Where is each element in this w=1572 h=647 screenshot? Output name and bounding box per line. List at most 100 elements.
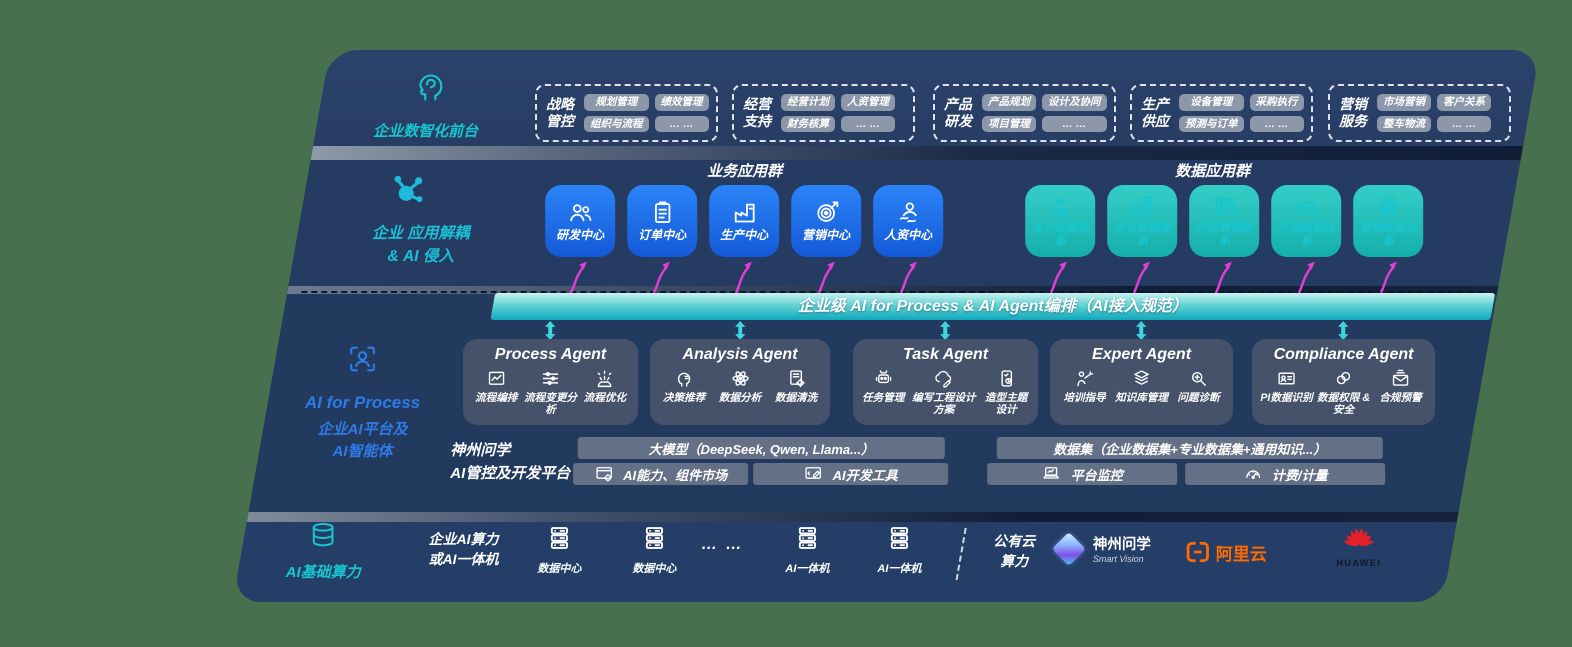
agent-item-label: 培训指导 [1063,392,1106,404]
tag: 设计及协同 [1042,94,1107,111]
id-card-icon [1276,368,1297,389]
node-label: AI一体机 [785,563,830,575]
agent-item-label: 造型主题设计 [984,392,1028,417]
compute-nodes: 数据中心 数据中心 … … AI一体机 AI一体机 [524,524,944,588]
ai-devtools-cell: AI开发工具 [753,463,949,485]
hr-icon [895,199,922,226]
compliance-agent-box: Compliance Agent PI数据识别 数据权限 & 安全 合规预警 [1252,339,1436,425]
datacenter-node: 数据中心 [619,524,689,576]
tag: 产品规划 [982,94,1037,111]
ai-bar-label: 企业级 AI for Process & AI Agent编排（AI接入规范） [797,298,1188,315]
server-icon [885,524,913,552]
tile-rd-center: 研发中心 [545,185,616,257]
tag: 组织与流程 [584,115,649,132]
cell-label: AI能力、组件市场 [623,467,728,483]
server-icon [545,524,573,552]
group-name: 经营支持 [743,95,772,130]
agent-item-label: 决策推荐 [662,392,706,404]
node-label: AI一体机 [877,563,922,575]
data-tiles: 客户数据体系 企业数据体系 内容数据体系 产品数据体系 营销数据体系 [1025,185,1424,257]
window-gear-icon [594,464,614,484]
tile-hr-center: 人资中心 [873,185,944,257]
head-idea-icon [674,368,695,389]
tag: 经营计划 [781,94,836,111]
expert-agent-box: Expert Agent 培训指导 知识库管理 问题诊断 [1050,339,1234,425]
agent-item-label: 知识库管理 [1115,392,1169,404]
datacenter-node: 数据中心 [524,524,594,576]
vendor-name: 阿里云 [1215,544,1267,564]
atom-icon [730,368,751,389]
tile-production-center: 生产中心 [709,185,780,257]
tile-label: 人资中心 [884,228,933,243]
teach-icon [1074,368,1095,389]
group-name: 营销服务 [1339,95,1368,130]
tag: 财务核算 [781,115,836,132]
target-icon [813,199,840,226]
agent-item-label: 编写工程设计方案 [912,392,976,417]
spark-icon [594,368,615,389]
billing-cell: 计费/计量 [1185,463,1386,485]
atom-icon [1375,193,1402,220]
mail-alert-icon [1390,368,1411,389]
vendor-sub: Smart Vision [1092,554,1144,564]
diagnose-icon [1188,368,1209,389]
group-operation: 经营支持 经营计划 人资管理 财务核算 … … [732,84,916,142]
analysis-agent-box: Analysis Agent 决策推荐 数据分析 数据清洗 [650,339,831,425]
layers-icon [1131,368,1152,389]
laptop-icon [1042,464,1062,484]
team-icon [567,199,594,226]
agent-title: Expert Agent [1092,346,1192,363]
group-name: 生产供应 [1141,95,1170,130]
agent-item-label: 流程变更分析 [524,392,578,417]
chart-icon [486,368,507,389]
tag: … … [1437,115,1492,132]
brain-icon [413,68,453,108]
tag: 整车物流 [1377,115,1432,132]
tag: 采购执行 [1249,94,1304,111]
tile-enterprise-data: 企业数据体系 [1107,185,1178,257]
layer-separator [246,512,1459,522]
group-product-rd: 产品研发 产品规划 设计及协同 项目管理 … … [933,84,1117,142]
tag: 项目管理 [982,115,1037,132]
agent-item-label: 数据清洗 [774,392,818,404]
building-icon [1129,193,1156,220]
agent-item-label: 问题诊断 [1177,392,1220,404]
person-icon [1047,193,1074,220]
cell-label: AI开发工具 [832,467,898,483]
tile-label: 订单中心 [638,228,687,243]
tile-label: 营销数据体系 [1359,222,1417,248]
alibaba-logo-icon [1185,539,1211,565]
agent-title: Analysis Agent [682,346,798,363]
ai-capability-cell: AI能力、组件市场 [573,463,749,485]
molecule-icon [388,170,428,212]
group-strategy: 战略管控 规划管理 绩效管理 组织与流程 … … [535,84,719,142]
tag: … … [841,115,896,132]
tag: 人资管理 [841,94,896,111]
business-group-title: 业务应用群 [707,163,783,180]
tile-customer-data: 客户数据体系 [1025,185,1096,257]
cloud-pen-icon [933,368,954,389]
agent-item-label: 流程优化 [583,392,627,404]
agent-item-label: 合规预警 [1379,392,1422,404]
server-icon [640,524,668,552]
car-icon [1293,193,1320,220]
process-agent-box: Process Agent 流程编排 流程变更分析 流程优化 [463,339,639,425]
agent-title: Process Agent [494,346,607,363]
platform-cells-left: AI能力、组件市场 AI开发工具 [573,463,949,485]
ai-for-process-rail: AI for Process 企业AI平台及 AI智能体 [277,342,449,463]
rings-icon [1333,368,1354,389]
huawei-logo-icon [1343,527,1375,553]
tile-label: 产品数据体系 [1277,222,1335,248]
gauge-icon [1243,464,1263,484]
layer-separator [310,146,1524,160]
factory-icon [731,199,758,226]
tile-label: 营销中心 [802,228,851,243]
agent-item-label: 数据权限 & 安全 [1317,392,1371,417]
agent-item-label: 流程编排 [475,392,518,404]
card-check-icon [996,368,1017,389]
tag: 设备管理 [1179,94,1244,111]
dataset-bar: 数据集（企业数据集+专业数据集+通用知识...） [996,437,1383,459]
platform-cells-right: 平台监控 计费/计量 [987,463,1386,485]
clipboard-icon [649,199,676,226]
